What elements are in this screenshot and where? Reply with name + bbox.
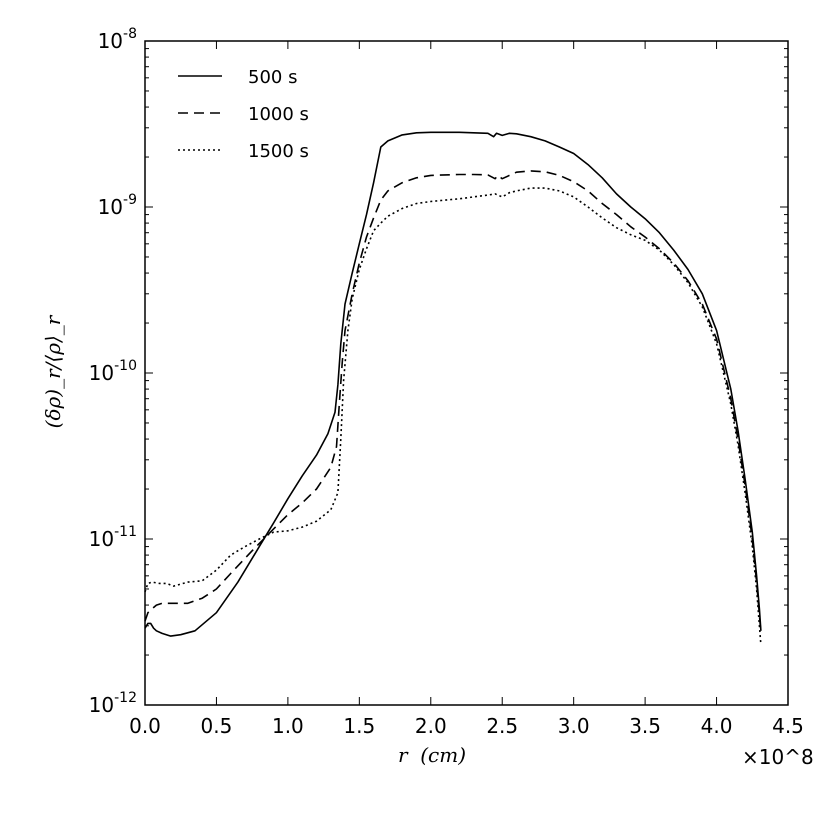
series-line-500-s: [144, 131, 762, 637]
x-tick-label: 1.0: [272, 714, 304, 738]
x-axis-label: r (cm): [398, 743, 466, 767]
x-tick-label: 3.0: [558, 714, 590, 738]
x-tick-label: 3.5: [629, 714, 661, 738]
x-tick-label: 4.5: [772, 714, 804, 738]
plot-frame: [144, 40, 789, 706]
y-axis-label: (δρ)_r/⟨ρ⟩_r: [41, 314, 65, 428]
series-line-1000-s: [144, 170, 762, 634]
series-layer: [144, 131, 762, 646]
tick-labels-layer: 0.0 0.5 1.0 1.5 2.0 2.5 3.0 3.5 4.0 4.5 10-12 10-11…: [89, 26, 804, 738]
y-tick-label: 10-10: [89, 358, 137, 385]
x-tick-label: 0.5: [201, 714, 233, 738]
x-tick-label: 4.0: [701, 714, 733, 738]
y-tick-label: 10-12: [89, 690, 137, 717]
x-tick-label: 2.0: [415, 714, 447, 738]
ticks-layer: [144, 40, 789, 706]
legend-label: 1000 s: [248, 104, 309, 125]
y-tick-label: 10-11: [89, 524, 137, 551]
x-tick-label: 2.5: [486, 714, 518, 738]
legend: 500 s 1000 s 1500 s: [178, 67, 309, 162]
x-tick-label: 1.5: [343, 714, 375, 738]
x-tick-label: 0.0: [129, 714, 161, 738]
series-line-1500-s: [144, 187, 762, 646]
y-tick-label: 10-9: [98, 192, 137, 219]
x-scale-multiplier: ×10^8: [742, 745, 814, 769]
y-tick-label: 10-8: [98, 26, 137, 53]
legend-label: 1500 s: [248, 141, 309, 162]
legend-label: 500 s: [248, 67, 297, 88]
